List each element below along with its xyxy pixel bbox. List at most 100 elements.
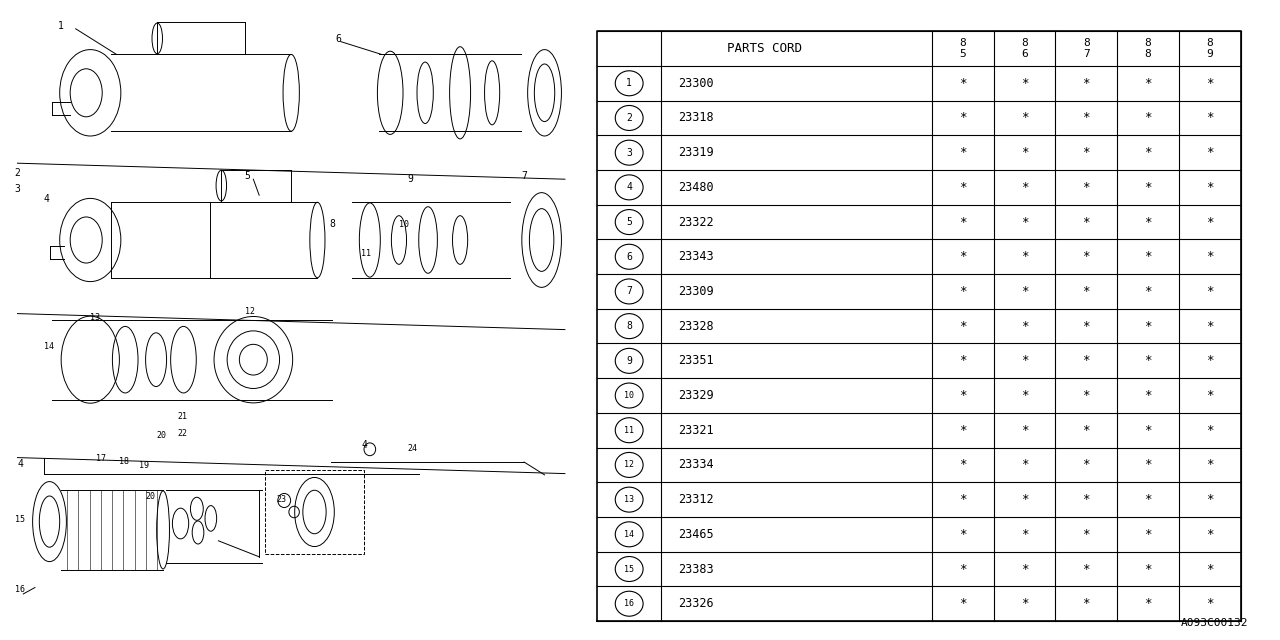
Text: *: *	[1083, 597, 1091, 610]
Text: *: *	[959, 146, 966, 159]
Text: 13: 13	[91, 313, 100, 322]
Text: 23334: 23334	[678, 458, 714, 472]
Text: 10: 10	[399, 220, 408, 229]
Text: *: *	[1206, 285, 1213, 298]
Text: 22: 22	[178, 429, 188, 438]
Text: 3: 3	[626, 148, 632, 157]
Text: *: *	[1144, 493, 1152, 506]
Text: 4: 4	[18, 460, 23, 469]
Text: *: *	[1020, 493, 1028, 506]
Text: 12: 12	[244, 307, 255, 316]
Text: *: *	[1020, 319, 1028, 333]
Text: 23319: 23319	[678, 146, 714, 159]
Text: *: *	[1083, 77, 1091, 90]
Text: 17: 17	[96, 454, 106, 463]
Text: *: *	[1020, 424, 1028, 436]
Text: *: *	[959, 493, 966, 506]
Text: 23: 23	[276, 495, 287, 504]
Text: 8: 8	[1207, 38, 1213, 49]
Text: *: *	[1144, 355, 1152, 367]
Text: *: *	[1144, 111, 1152, 124]
Text: *: *	[1206, 493, 1213, 506]
Text: *: *	[959, 597, 966, 610]
Text: *: *	[1206, 111, 1213, 124]
Text: *: *	[1020, 528, 1028, 541]
Text: *: *	[1206, 319, 1213, 333]
Text: 24: 24	[407, 444, 417, 453]
Text: *: *	[1020, 563, 1028, 575]
Text: *: *	[1020, 146, 1028, 159]
Text: 8: 8	[1144, 38, 1152, 49]
Text: 8: 8	[1144, 49, 1152, 59]
Text: *: *	[1083, 146, 1091, 159]
Text: 23343: 23343	[678, 250, 714, 263]
Text: *: *	[1144, 528, 1152, 541]
Text: 13: 13	[625, 495, 634, 504]
Text: 5: 5	[244, 172, 251, 181]
Text: 9: 9	[407, 174, 413, 184]
Text: *: *	[1020, 597, 1028, 610]
Text: 6: 6	[1021, 49, 1028, 59]
Text: *: *	[1144, 77, 1152, 90]
Text: 23480: 23480	[678, 181, 714, 194]
Text: *: *	[1020, 111, 1028, 124]
Text: 23318: 23318	[678, 111, 714, 124]
Text: 23329: 23329	[678, 389, 714, 402]
Text: *: *	[959, 319, 966, 333]
Text: 9: 9	[1207, 49, 1213, 59]
Text: 23465: 23465	[678, 528, 714, 541]
Text: 20: 20	[146, 492, 156, 501]
Text: *: *	[1083, 250, 1091, 263]
Text: 9: 9	[626, 356, 632, 366]
Text: *: *	[1083, 389, 1091, 402]
Text: *: *	[1144, 424, 1152, 436]
Text: *: *	[959, 250, 966, 263]
Text: *: *	[959, 111, 966, 124]
Text: 1: 1	[59, 21, 64, 31]
Text: 23312: 23312	[678, 493, 714, 506]
Text: *: *	[1144, 597, 1152, 610]
Text: 2: 2	[626, 113, 632, 123]
Text: *: *	[959, 181, 966, 194]
Text: *: *	[1083, 493, 1091, 506]
Text: 23328: 23328	[678, 319, 714, 333]
Text: *: *	[1206, 355, 1213, 367]
Text: 23351: 23351	[678, 355, 714, 367]
Text: 23309: 23309	[678, 285, 714, 298]
Text: *: *	[1020, 77, 1028, 90]
Text: 20: 20	[156, 431, 166, 440]
Text: 8: 8	[1021, 38, 1028, 49]
Text: *: *	[1083, 528, 1091, 541]
Text: 4: 4	[361, 440, 367, 450]
Text: 8: 8	[1083, 38, 1089, 49]
Text: 2: 2	[14, 168, 20, 178]
Text: *: *	[1206, 146, 1213, 159]
Text: *: *	[1144, 216, 1152, 228]
Text: *: *	[959, 77, 966, 90]
Text: *: *	[959, 285, 966, 298]
Text: *: *	[1083, 111, 1091, 124]
Text: 23383: 23383	[678, 563, 714, 575]
Text: 7: 7	[626, 287, 632, 296]
Text: *: *	[1206, 563, 1213, 575]
Text: *: *	[1144, 250, 1152, 263]
Bar	[265, 470, 364, 554]
Text: *: *	[1144, 458, 1152, 472]
Text: 19: 19	[138, 461, 148, 470]
Text: PARTS CORD: PARTS CORD	[727, 42, 801, 55]
Text: *: *	[1206, 424, 1213, 436]
Text: 16: 16	[625, 599, 634, 608]
Text: *: *	[959, 355, 966, 367]
Text: *: *	[1144, 146, 1152, 159]
Text: *: *	[1020, 216, 1028, 228]
Text: *: *	[1020, 389, 1028, 402]
Text: 16: 16	[14, 585, 24, 594]
Text: *: *	[1144, 285, 1152, 298]
Text: 14: 14	[44, 342, 54, 351]
Text: *: *	[1083, 319, 1091, 333]
Text: 23300: 23300	[678, 77, 714, 90]
Text: *: *	[1020, 250, 1028, 263]
Text: 5: 5	[959, 49, 966, 59]
Text: *: *	[1206, 389, 1213, 402]
Text: 3: 3	[14, 184, 20, 194]
